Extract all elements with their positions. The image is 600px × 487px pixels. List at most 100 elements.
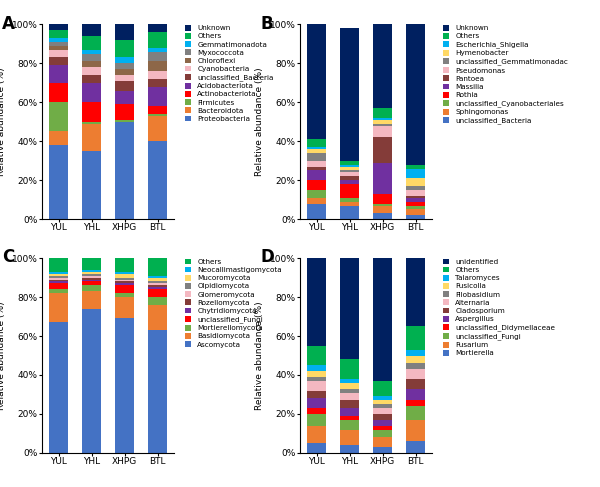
Bar bbox=[340, 161, 359, 165]
Bar bbox=[49, 322, 68, 453]
Y-axis label: Relative abundance (%): Relative abundance (%) bbox=[256, 301, 265, 410]
Bar bbox=[115, 274, 134, 278]
Bar bbox=[115, 278, 134, 280]
Bar bbox=[115, 318, 134, 453]
Bar bbox=[373, 381, 392, 396]
Bar bbox=[115, 63, 134, 69]
Text: D: D bbox=[260, 248, 274, 266]
Bar bbox=[373, 408, 392, 414]
Bar bbox=[148, 285, 167, 287]
Bar bbox=[373, 194, 392, 204]
Bar bbox=[115, 81, 134, 91]
Y-axis label: Relative abundance (%): Relative abundance (%) bbox=[256, 67, 265, 176]
Bar bbox=[82, 258, 101, 270]
Bar bbox=[307, 153, 326, 161]
Legend: unidentified, Others, Talaromyces, Fusicolla, Filobasidium, Alternaria, Cladospo: unidentified, Others, Talaromyces, Fusic… bbox=[442, 258, 556, 357]
Legend: Unknown, Others, Escherichia_Shigella, Hymenobacter, unclassified_Gemmatimonadac: Unknown, Others, Escherichia_Shigella, H… bbox=[442, 24, 569, 125]
Bar bbox=[115, 104, 134, 120]
Bar bbox=[373, 400, 392, 404]
Bar bbox=[406, 209, 425, 215]
Bar bbox=[82, 54, 101, 61]
Bar bbox=[148, 283, 167, 285]
Bar bbox=[406, 326, 425, 350]
Bar bbox=[148, 71, 167, 79]
Bar bbox=[148, 305, 167, 330]
Bar bbox=[115, 120, 134, 122]
Bar bbox=[373, 414, 392, 420]
Bar bbox=[307, 346, 326, 365]
Bar bbox=[148, 287, 167, 289]
Bar bbox=[373, 204, 392, 206]
Bar bbox=[373, 437, 392, 447]
Bar bbox=[406, 206, 425, 209]
Bar bbox=[373, 447, 392, 453]
Bar bbox=[148, 330, 167, 453]
Bar bbox=[406, 215, 425, 219]
Text: B: B bbox=[260, 15, 273, 33]
Bar bbox=[82, 285, 101, 291]
Bar bbox=[307, 371, 326, 377]
Bar bbox=[49, 24, 68, 30]
Bar bbox=[340, 389, 359, 393]
Bar bbox=[406, 24, 425, 165]
Bar bbox=[82, 278, 101, 280]
Bar bbox=[406, 350, 425, 356]
Legend: Others, Neocallimastigomycota, Mucoromycota, Olpidiomycota, Glomeromycota, Rozel: Others, Neocallimastigomycota, Mucoromyc… bbox=[184, 258, 283, 348]
Bar bbox=[148, 52, 167, 61]
Bar bbox=[373, 258, 392, 381]
Y-axis label: Relative abundance (%): Relative abundance (%) bbox=[0, 67, 7, 176]
Bar bbox=[406, 389, 425, 400]
Bar bbox=[82, 36, 101, 50]
Bar bbox=[340, 400, 359, 408]
Bar bbox=[115, 285, 134, 293]
Bar bbox=[115, 40, 134, 57]
Bar bbox=[340, 198, 359, 202]
Bar bbox=[406, 379, 425, 389]
Bar bbox=[307, 190, 326, 198]
Bar bbox=[373, 404, 392, 408]
Bar bbox=[406, 169, 425, 178]
Bar bbox=[148, 79, 167, 87]
Bar bbox=[49, 293, 68, 322]
Bar bbox=[49, 278, 68, 280]
Bar bbox=[82, 122, 101, 124]
Bar bbox=[49, 283, 68, 289]
Bar bbox=[406, 196, 425, 198]
Bar bbox=[49, 281, 68, 283]
Bar bbox=[307, 170, 326, 180]
Bar bbox=[373, 124, 392, 126]
Bar bbox=[307, 204, 326, 219]
Bar bbox=[307, 147, 326, 149]
Bar bbox=[406, 258, 425, 326]
Bar bbox=[406, 441, 425, 453]
Bar bbox=[340, 165, 359, 167]
Y-axis label: Relative abundance (%): Relative abundance (%) bbox=[0, 301, 7, 410]
Bar bbox=[148, 289, 167, 297]
Bar bbox=[406, 190, 425, 196]
Bar bbox=[49, 145, 68, 219]
Bar bbox=[307, 443, 326, 453]
Bar bbox=[340, 420, 359, 430]
Bar bbox=[115, 91, 134, 104]
Bar bbox=[307, 198, 326, 204]
Bar bbox=[49, 276, 68, 278]
Bar bbox=[148, 116, 167, 141]
Bar bbox=[49, 289, 68, 293]
Bar bbox=[373, 426, 392, 430]
Bar bbox=[49, 272, 68, 274]
Bar bbox=[307, 365, 326, 371]
Bar bbox=[373, 213, 392, 219]
Bar bbox=[340, 408, 359, 416]
Bar bbox=[82, 124, 101, 151]
Bar bbox=[307, 414, 326, 426]
Bar bbox=[307, 398, 326, 408]
Bar bbox=[406, 165, 425, 169]
Bar bbox=[49, 102, 68, 131]
Bar bbox=[115, 272, 134, 274]
Bar bbox=[406, 400, 425, 406]
Bar bbox=[115, 283, 134, 285]
Bar bbox=[340, 206, 359, 219]
Bar bbox=[148, 32, 167, 48]
Bar bbox=[406, 363, 425, 369]
Bar bbox=[82, 280, 101, 281]
